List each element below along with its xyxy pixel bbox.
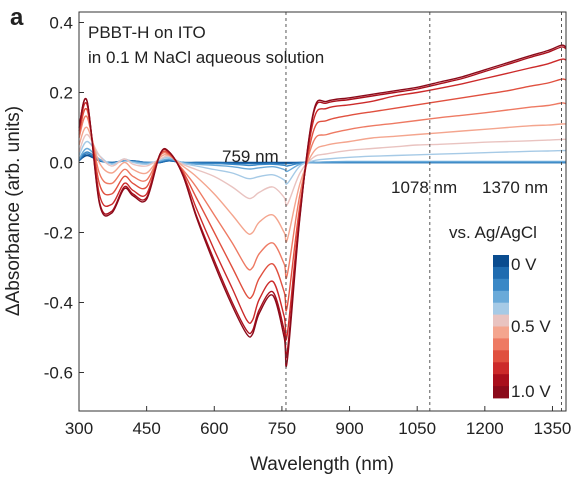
legend-swatch-7: [493, 338, 509, 351]
legend-swatch-3: [493, 290, 509, 304]
spectrum-series-5: [78, 133, 567, 207]
legend-swatch-0: [493, 255, 509, 268]
y-tick-label: -0.4: [44, 294, 73, 313]
legend-label-0v: 0 V: [511, 255, 537, 274]
x-tick-label: 750: [268, 419, 296, 438]
spectrum-series-7: [78, 102, 567, 280]
panel-label: a: [10, 4, 24, 31]
plot-frame: [78, 11, 567, 412]
legend-swatch-8: [493, 350, 509, 363]
legend-swatch-5: [493, 314, 509, 327]
legend-swatch-1: [493, 266, 509, 280]
y-tick-label: 0.0: [49, 154, 73, 173]
legend-swatch-4: [493, 302, 509, 315]
y-tick-label: -0.2: [44, 224, 73, 243]
y-tick-label: 0.2: [49, 84, 73, 103]
reference-lines: [285, 12, 562, 411]
x-tick-label: 600: [200, 419, 228, 438]
legend-swatch-10: [493, 374, 509, 387]
peak-label-759: 759 nm: [222, 147, 279, 166]
x-tick-label: 1050: [398, 419, 436, 438]
y-tick-label: -0.6: [44, 364, 73, 383]
spectrum-series-11: [78, 44, 567, 368]
x-tick-label: 1200: [466, 419, 504, 438]
y-tick-label: 0.4: [49, 14, 73, 33]
x-tick-label: 900: [335, 419, 363, 438]
spectrum-series-3: [78, 147, 566, 173]
spectrum-series-10: [78, 46, 567, 359]
legend-label-1-0v: 1.0 V: [511, 382, 551, 401]
x-axis: 300 450 600 750 900 1050 1200 1350: [65, 406, 572, 438]
legend-swatch-9: [493, 362, 509, 375]
x-tick-label: 450: [132, 419, 160, 438]
legend-colorbar: [493, 255, 509, 399]
annotation-medium: in 0.1 M NaCl aqueous solution: [88, 48, 324, 67]
spectrum-series-8: [78, 78, 567, 312]
peak-label-1078: 1078 nm: [391, 178, 457, 197]
y-axis: 0.4 0.2 0.0 -0.2 -0.4 -0.6: [44, 14, 84, 383]
x-axis-label: Wavelength (nm): [250, 454, 394, 475]
spectrum-series-9: [78, 58, 567, 341]
legend-title: vs. Ag/AgCl: [449, 223, 537, 242]
spectrum-series-4: [78, 140, 567, 185]
spectrum-series-6: [78, 123, 567, 244]
series-layer: [78, 44, 567, 368]
x-tick-label: 1350: [534, 419, 572, 438]
peak-label-1370: 1370 nm: [482, 178, 548, 197]
legend-label-0-5v: 0.5 V: [511, 317, 551, 336]
annotation-sample: PBBT-H on ITO: [88, 23, 206, 42]
legend-swatch-11: [493, 386, 509, 399]
legend-swatch-2: [493, 278, 509, 292]
x-tick-label: 300: [65, 419, 93, 438]
y-axis-label: ΔAbsorbance (arb. units): [3, 106, 24, 316]
legend-swatch-6: [493, 326, 509, 339]
